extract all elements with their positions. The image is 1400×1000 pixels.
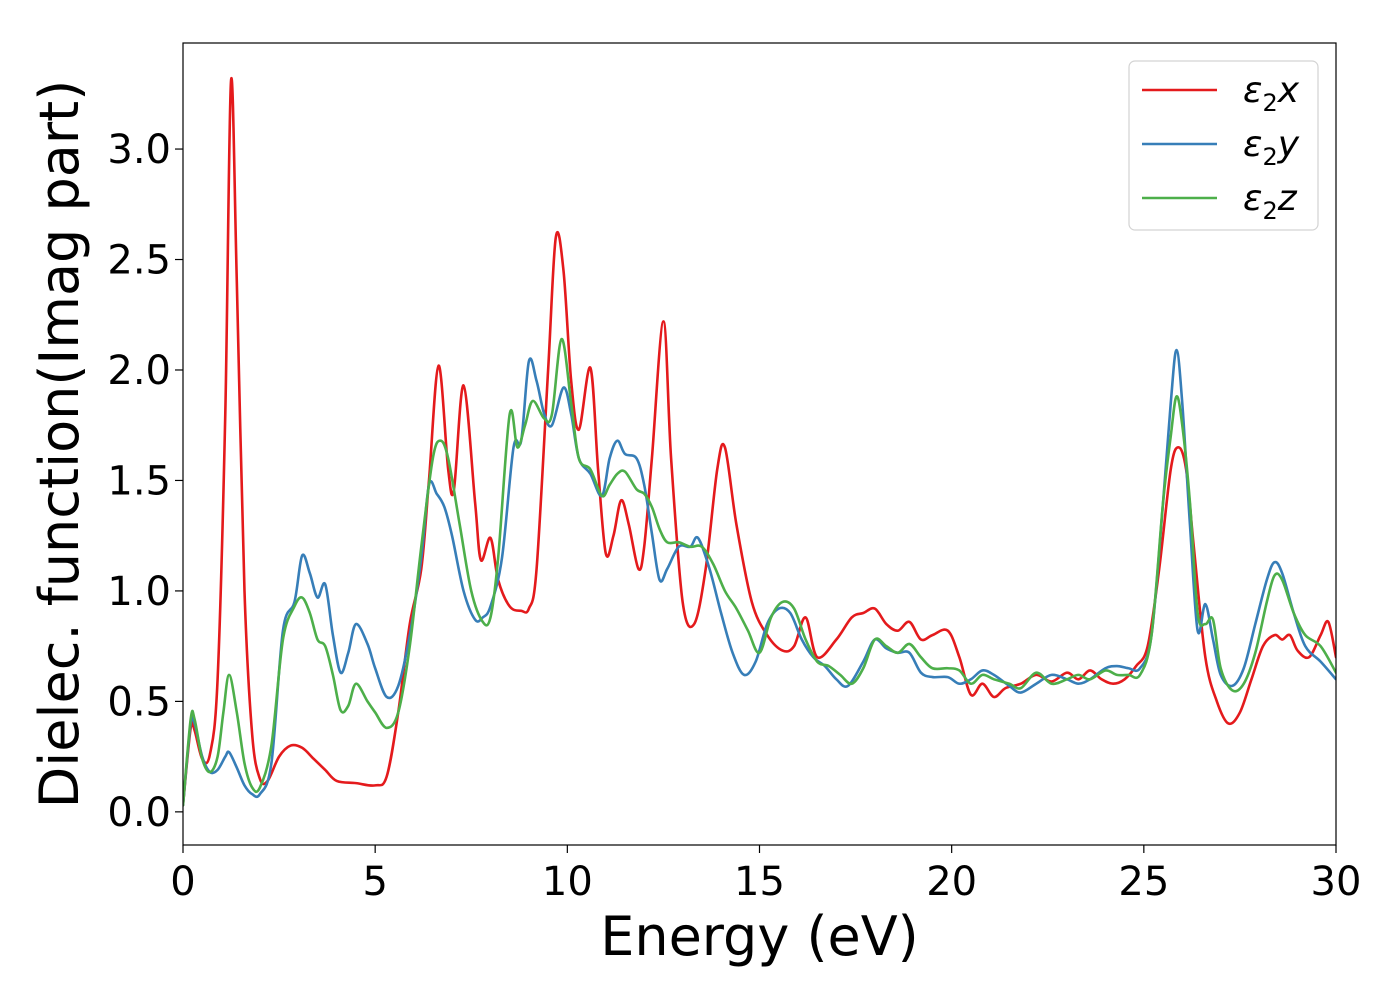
y-tick-label: 2.5 xyxy=(107,238,171,284)
x-tick-label: 15 xyxy=(734,859,785,905)
series-line-z xyxy=(183,337,1336,807)
series-line-x xyxy=(183,76,1336,807)
y-tick-label: 2.0 xyxy=(107,348,171,394)
x-axis-ticks: 0 5 10 15 20 25 30 xyxy=(170,845,1361,905)
x-axis-label: Energy (eV) xyxy=(600,905,919,968)
legend-label-x: ε2x xyxy=(1243,70,1300,117)
y-tick-label: 0.5 xyxy=(107,679,171,725)
series-line-y xyxy=(183,348,1336,807)
x-tick-label: 10 xyxy=(542,859,593,905)
x-tick-label: 0 xyxy=(170,859,195,905)
x-tick-label: 20 xyxy=(926,859,977,905)
y-tick-label: 3.0 xyxy=(107,127,171,173)
x-tick-label: 25 xyxy=(1118,859,1169,905)
y-tick-label: 1.5 xyxy=(107,458,171,504)
x-tick-label: 5 xyxy=(362,859,387,905)
y-axis-label: Dielec. function(Imag part) xyxy=(28,80,91,809)
legend-box xyxy=(1128,60,1319,231)
y-tick-label: 1.0 xyxy=(107,569,171,615)
legend-label-y: ε2y xyxy=(1243,124,1300,171)
x-tick-label: 30 xyxy=(1311,859,1362,905)
y-axis-ticks: 0.0 0.5 1.0 1.5 2.0 2.5 3.0 xyxy=(107,127,183,836)
y-tick-label: 0.0 xyxy=(107,790,171,836)
legend-label-z: ε2z xyxy=(1243,178,1298,225)
legend: ε2x ε2y ε2z xyxy=(1128,60,1319,231)
series-layer xyxy=(183,76,1336,807)
